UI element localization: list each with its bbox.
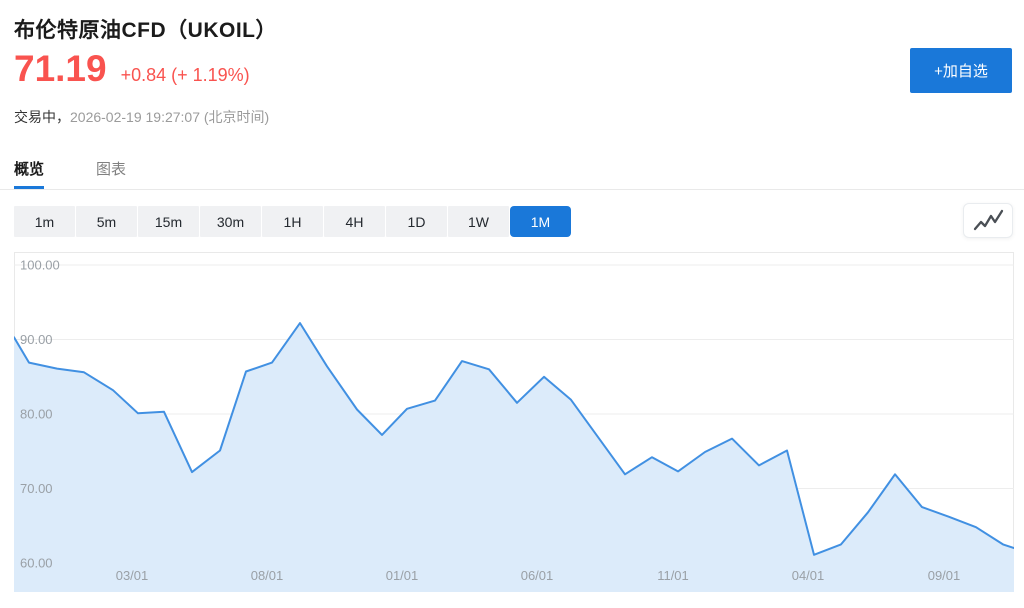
- y-tick-label: 70.00: [20, 481, 53, 496]
- price-line: [13, 322, 1015, 556]
- trading-status: 交易中，2026-02-19 19:27:07 (北京时间): [14, 107, 269, 127]
- timeframe-1H[interactable]: 1H: [262, 206, 323, 237]
- price-area-fill: [14, 323, 1014, 592]
- chart-style-button[interactable]: [963, 203, 1013, 238]
- y-tick-label: 100.00: [20, 258, 60, 273]
- timeframe-1M[interactable]: 1M: [510, 206, 571, 237]
- x-tick-label: 03/01: [116, 568, 149, 583]
- timeframe-bar: 1m 5m 15m 30m 1H 4H 1D 1W 1M: [14, 206, 572, 237]
- price-change: +0.84 (+ 1.19%): [120, 65, 250, 85]
- x-tick-label: 01/01: [386, 568, 419, 583]
- x-tick-label: 11/01: [657, 568, 689, 583]
- instrument-title: 布伦特原油CFD（UKOIL）: [14, 19, 277, 42]
- price-chart[interactable]: 100.00 90.00 80.00 70.00 60.00 03/01 08/01 01/0…: [13, 252, 1015, 592]
- add-watchlist-button[interactable]: +加自选: [910, 48, 1012, 93]
- timeframe-1W[interactable]: 1W: [448, 206, 509, 237]
- price-block: 71.19 +0.84 (+ 1.19%): [14, 48, 250, 90]
- tab-bar: 概览 图表: [0, 151, 1024, 190]
- x-tick-label: 08/01: [251, 568, 284, 583]
- status-label: 交易中，: [14, 109, 70, 125]
- trend-line-icon: [973, 209, 1004, 230]
- x-tick-label: 04/01: [792, 568, 825, 583]
- timeframe-1D[interactable]: 1D: [386, 206, 447, 237]
- timeframe-4H[interactable]: 4H: [324, 206, 385, 237]
- x-tick-label: 09/01: [928, 568, 961, 583]
- y-tick-label: 80.00: [20, 407, 53, 422]
- last-price: 71.19: [14, 48, 107, 89]
- timeframe-1m[interactable]: 1m: [14, 206, 75, 237]
- tab-overview[interactable]: 概览: [14, 151, 45, 189]
- timeframe-5m[interactable]: 5m: [76, 206, 137, 237]
- y-tick-label: 90.00: [20, 332, 53, 347]
- timeframe-30m[interactable]: 30m: [200, 206, 261, 237]
- x-tick-label: 06/01: [521, 568, 554, 583]
- y-tick-label: 60.00: [20, 556, 53, 571]
- price-chart-canvas: 100.00 90.00 80.00 70.00 60.00 03/01 08/01 01/0…: [13, 252, 1015, 592]
- quote-timestamp: 2026-02-19 19:27:07 (北京时间): [70, 109, 270, 125]
- timeframe-15m[interactable]: 15m: [138, 206, 199, 237]
- tab-chart[interactable]: 图表: [96, 161, 127, 178]
